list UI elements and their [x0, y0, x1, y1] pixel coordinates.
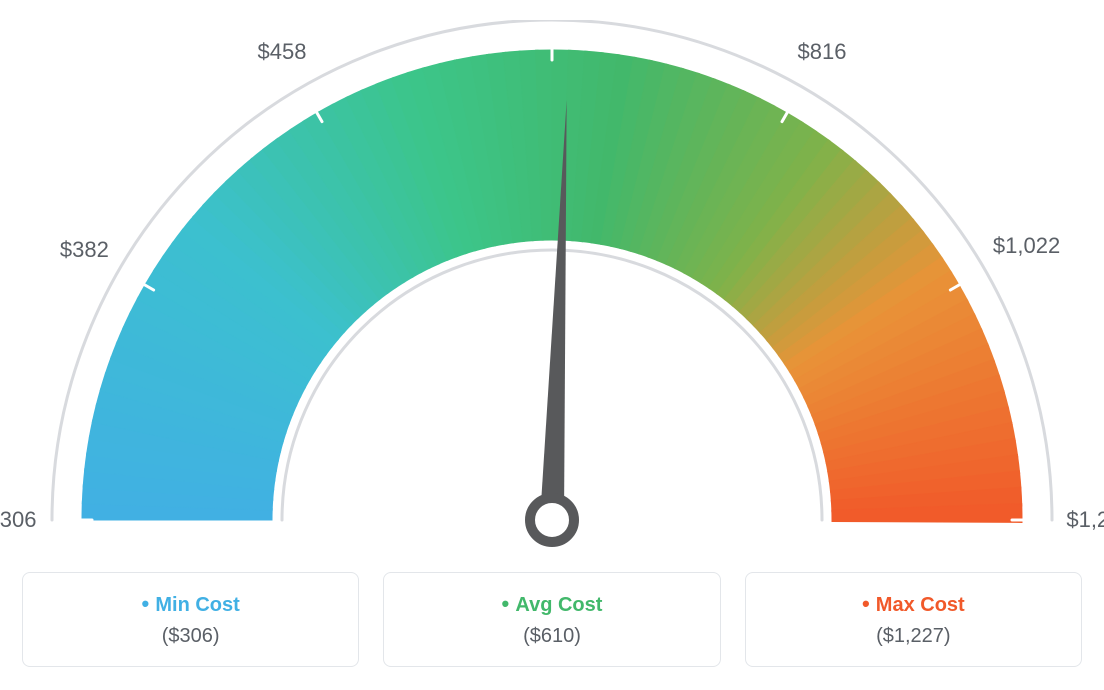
- legend-label-min: Min Cost: [33, 591, 348, 617]
- gauge-tick-label: $458: [258, 39, 307, 65]
- legend-value-max: ($1,227): [756, 625, 1071, 648]
- legend-card-avg: Avg Cost ($610): [383, 572, 720, 667]
- gauge-tick-label: $306: [0, 507, 36, 533]
- gauge-tick-label: $1,022: [993, 233, 1060, 259]
- legend-card-min: Min Cost ($306): [22, 572, 359, 667]
- gauge-tick-label: $1,227: [1066, 507, 1104, 533]
- legend-row: Min Cost ($306) Avg Cost ($610) Max Cost…: [22, 572, 1082, 667]
- gauge-svg: [22, 20, 1082, 560]
- legend-value-min: ($306): [33, 625, 348, 648]
- legend-card-max: Max Cost ($1,227): [745, 572, 1082, 667]
- legend-label-max: Max Cost: [756, 591, 1071, 617]
- gauge-tick-label: $816: [798, 39, 847, 65]
- cost-gauge: $306$382$458$610$816$1,022$1,227: [22, 20, 1082, 560]
- gauge-tick-label: $382: [60, 237, 109, 263]
- legend-value-avg: ($610): [394, 625, 709, 648]
- legend-label-avg: Avg Cost: [394, 591, 709, 617]
